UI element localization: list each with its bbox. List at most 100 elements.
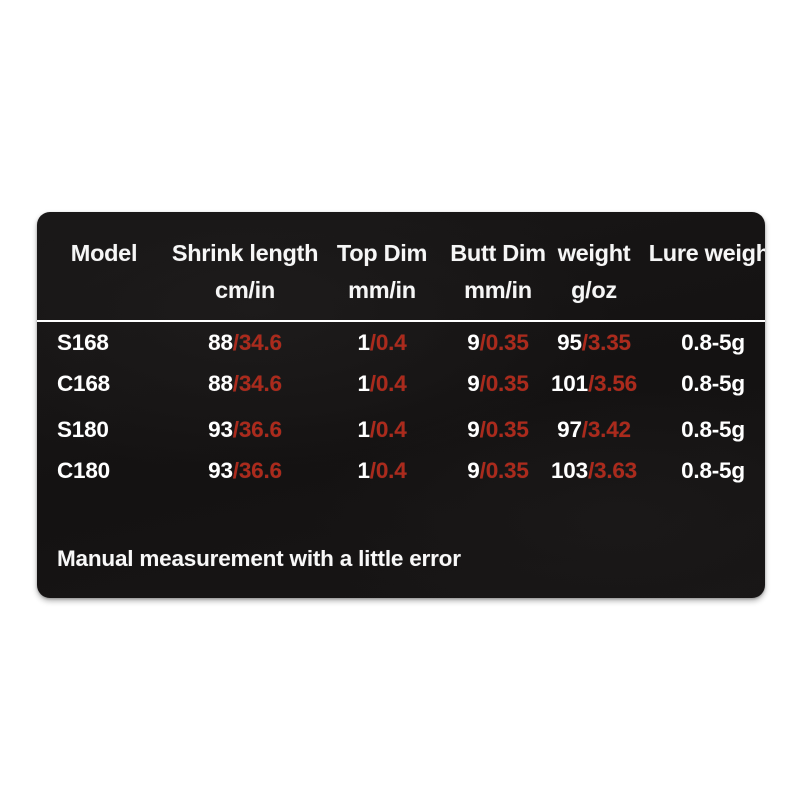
table-body: S168 88/34.6 1/0.4 9/0.35 95/3.35 0.8-5g C168 8… bbox=[37, 324, 765, 493]
cell-shrink-separator: / bbox=[232, 371, 239, 396]
table-row: C168 88/34.6 1/0.4 9/0.35 101/3.56 0.8-5g bbox=[37, 365, 765, 406]
cell-shrink-separator: / bbox=[232, 458, 239, 483]
spec-table-card: Model Shrink length cm/in Top Dim mm/in … bbox=[37, 212, 765, 598]
cell-weight-secondary: 3.56 bbox=[594, 371, 637, 396]
cell-top-dim-primary: 1 bbox=[357, 458, 370, 483]
cell-lure-weight-primary: 0.8-5g bbox=[681, 371, 745, 396]
column-header-weight: weight g/oz bbox=[527, 240, 661, 303]
table-row: C180 93/36.6 1/0.4 9/0.35 103/3.63 0.8-5g bbox=[37, 452, 765, 493]
cell-shrink: 93/36.6 bbox=[163, 458, 327, 483]
column-header-weight-unit: g/oz bbox=[571, 276, 617, 303]
cell-butt-dim-secondary: 0.35 bbox=[485, 458, 529, 483]
cell-shrink-primary: 88 bbox=[208, 371, 233, 396]
cell-model-primary: C180 bbox=[57, 458, 110, 483]
cell-butt-dim: 9/0.35 bbox=[412, 458, 584, 483]
cell-top-dim-secondary: 0.4 bbox=[375, 330, 407, 355]
cell-shrink: 88/34.6 bbox=[163, 330, 327, 355]
cell-butt-dim-secondary: 0.35 bbox=[485, 371, 529, 396]
cell-model-primary: S168 bbox=[57, 330, 109, 355]
cell-model: C180 bbox=[51, 458, 157, 483]
table-header-row: Model Shrink length cm/in Top Dim mm/in … bbox=[37, 212, 765, 320]
cell-shrink-primary: 93 bbox=[208, 417, 233, 442]
cell-butt-dim-separator: / bbox=[479, 371, 486, 396]
column-header-lure-weight-label: Lure weight bbox=[648, 240, 765, 266]
cell-lure-weight: 0.8-5g bbox=[637, 371, 765, 396]
cell-weight-secondary: 3.42 bbox=[587, 417, 631, 442]
cell-top-dim: 1/0.4 bbox=[297, 371, 467, 396]
cell-top-dim-secondary: 0.4 bbox=[375, 417, 407, 442]
footer-note: Manual measurement with a little error bbox=[57, 546, 461, 571]
cell-shrink-secondary: 34.6 bbox=[238, 371, 282, 396]
cell-weight-secondary: 3.63 bbox=[594, 458, 637, 483]
cell-shrink-separator: / bbox=[232, 417, 239, 442]
cell-top-dim-primary: 1 bbox=[357, 417, 370, 442]
header-divider bbox=[37, 320, 765, 322]
cell-shrink-secondary: 36.6 bbox=[238, 458, 282, 483]
column-header-butt-dim: Butt Dim mm/in bbox=[412, 240, 584, 303]
cell-lure-weight: 0.8-5g bbox=[637, 330, 765, 355]
cell-top-dim-secondary: 0.4 bbox=[375, 371, 407, 396]
cell-butt-dim-secondary: 0.35 bbox=[485, 417, 529, 442]
cell-shrink-primary: 88 bbox=[208, 330, 233, 355]
cell-shrink-separator: / bbox=[232, 330, 239, 355]
cell-top-dim-separator: / bbox=[369, 330, 376, 355]
column-header-lure-weight: Lure weight bbox=[637, 240, 765, 266]
column-header-model-label: Model bbox=[70, 240, 138, 266]
cell-weight-primary: 95 bbox=[557, 330, 582, 355]
cell-weight-separator: / bbox=[581, 330, 588, 355]
cell-lure-weight-primary: 0.8-5g bbox=[681, 458, 745, 483]
table-row: S180 93/36.6 1/0.4 9/0.35 97/3.42 0.8-5g bbox=[37, 411, 765, 452]
cell-shrink: 88/34.6 bbox=[163, 371, 327, 396]
cell-weight-separator: / bbox=[581, 417, 588, 442]
cell-top-dim-primary: 1 bbox=[357, 330, 370, 355]
cell-shrink-secondary: 34.6 bbox=[238, 330, 282, 355]
cell-lure-weight: 0.8-5g bbox=[637, 417, 765, 442]
cell-weight: 103/3.63 bbox=[527, 458, 661, 483]
cell-butt-dim: 9/0.35 bbox=[412, 371, 584, 396]
cell-top-dim: 1/0.4 bbox=[297, 458, 467, 483]
cell-butt-dim-separator: / bbox=[479, 417, 486, 442]
cell-shrink: 93/36.6 bbox=[163, 417, 327, 442]
cell-butt-dim: 9/0.35 bbox=[412, 330, 584, 355]
cell-weight-separator: / bbox=[587, 371, 594, 396]
column-header-shrink-length: Shrink length cm/in bbox=[163, 240, 327, 302]
cell-shrink-secondary: 36.6 bbox=[238, 417, 282, 442]
cell-lure-weight: 0.8-5g bbox=[637, 458, 765, 483]
cell-butt-dim-separator: / bbox=[479, 458, 486, 483]
column-header-top-dim: Top Dim mm/in bbox=[297, 241, 467, 303]
cell-butt-dim-primary: 9 bbox=[467, 417, 480, 442]
table-row: S168 88/34.6 1/0.4 9/0.35 95/3.35 0.8-5g bbox=[37, 324, 765, 365]
cell-lure-weight-primary: 0.8-5g bbox=[681, 330, 745, 355]
cell-butt-dim-separator: / bbox=[479, 330, 486, 355]
cell-top-dim-primary: 1 bbox=[357, 371, 370, 396]
cell-weight-primary: 101 bbox=[550, 371, 588, 396]
cell-model: S168 bbox=[51, 330, 157, 355]
cell-weight-primary: 97 bbox=[557, 417, 582, 442]
cell-weight: 101/3.56 bbox=[527, 371, 661, 396]
column-header-model: Model bbox=[51, 240, 157, 266]
cell-weight: 97/3.42 bbox=[527, 417, 661, 442]
cell-top-dim-separator: / bbox=[369, 371, 376, 396]
cell-lure-weight-primary: 0.8-5g bbox=[681, 417, 745, 442]
column-header-weight-label: weight bbox=[557, 240, 631, 266]
cell-top-dim: 1/0.4 bbox=[297, 417, 467, 442]
column-header-butt-dim-label: Butt Dim bbox=[450, 240, 546, 266]
cell-weight-secondary: 3.35 bbox=[587, 330, 631, 355]
cell-butt-dim-secondary: 0.35 bbox=[485, 330, 529, 355]
cell-butt-dim-primary: 9 bbox=[467, 458, 480, 483]
column-header-top-dim-unit: mm/in bbox=[348, 276, 416, 303]
cell-model-primary: C168 bbox=[57, 371, 110, 396]
cell-top-dim-secondary: 0.4 bbox=[375, 458, 407, 483]
cell-butt-dim-primary: 9 bbox=[467, 330, 480, 355]
column-header-butt-dim-unit: mm/in bbox=[464, 276, 532, 303]
column-header-shrink-length-label: Shrink length bbox=[171, 240, 319, 266]
cell-model-primary: S180 bbox=[57, 417, 109, 442]
cell-model: S180 bbox=[51, 417, 157, 442]
cell-weight: 95/3.35 bbox=[527, 330, 661, 355]
cell-shrink-primary: 93 bbox=[208, 458, 233, 483]
cell-weight-primary: 103 bbox=[550, 458, 588, 483]
cell-model: C168 bbox=[51, 371, 157, 396]
cell-weight-separator: / bbox=[587, 458, 594, 483]
cell-top-dim: 1/0.4 bbox=[297, 330, 467, 355]
cell-top-dim-separator: / bbox=[369, 458, 376, 483]
